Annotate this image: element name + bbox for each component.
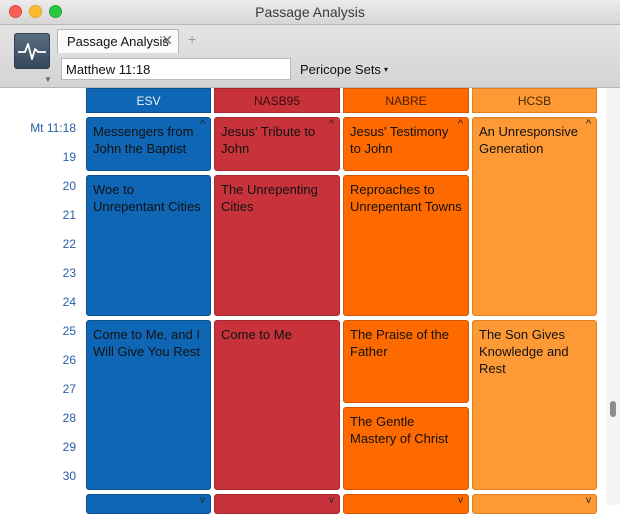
close-window-button[interactable] (9, 5, 22, 18)
pericope-title: Come to Me, and I Will Give You Rest (93, 327, 200, 359)
expand-up-icon[interactable]: ^ (328, 118, 334, 130)
zoom-window-button[interactable] (49, 5, 62, 18)
expand-down-icon[interactable]: v (458, 495, 463, 506)
reference-input[interactable] (61, 58, 291, 80)
pericope-block[interactable]: v (86, 494, 211, 514)
expand-up-icon[interactable]: ^ (199, 118, 205, 130)
passage-analysis-icon[interactable] (14, 33, 50, 69)
expand-down-icon[interactable]: v (586, 495, 591, 506)
pericope-title: Come to Me (221, 327, 292, 342)
pericope-title: An Unresponsive Generation (479, 124, 578, 156)
pericope-title: Messengers from John the Baptist (93, 124, 194, 156)
pericope-title: The Unrepenting Cities (221, 182, 318, 214)
pericope-block[interactable]: An Unresponsive Generation ^ (472, 117, 597, 316)
verse-label[interactable]: 30 (62, 469, 76, 483)
pericope-title: Jesus' Testimony to John (350, 124, 449, 156)
pericope-block[interactable]: Come to Me, and I Will Give You Rest (86, 320, 211, 490)
pericope-title: Woe to Unrepentant Cities (93, 182, 201, 214)
pericope-title: The Praise of the Father (350, 327, 449, 359)
pericope-block[interactable]: Jesus' Testimony to John ^ (343, 117, 469, 171)
verse-label[interactable]: 27 (62, 382, 76, 396)
passage-grid: ESV NASB95 NABRE HCSB Mt 11:18 19 20 21 … (0, 88, 620, 514)
verse-label[interactable]: Mt 11:18 (30, 121, 76, 135)
minimize-window-button[interactable] (29, 5, 42, 18)
pericope-block[interactable]: The Unrepenting Cities (214, 175, 340, 316)
pericope-block[interactable]: v (472, 494, 597, 514)
tab-close-icon[interactable]: ✕ (161, 32, 173, 48)
pericope-title: The Gentle Mastery of Christ (350, 414, 449, 446)
pericope-block[interactable]: Come to Me (214, 320, 340, 490)
column-header-hcsb[interactable]: HCSB (472, 88, 597, 113)
tab-passage-analysis[interactable]: Passage Analysis ✕ (57, 29, 179, 53)
expand-up-icon[interactable]: ^ (585, 118, 591, 130)
verse-label[interactable]: 25 (62, 324, 76, 338)
pericope-sets-label: Pericope Sets (300, 62, 381, 77)
verse-label[interactable]: 24 (62, 295, 76, 309)
title-bar: Passage Analysis (0, 0, 620, 25)
pericope-title: The Son Gives Knowledge and Rest (479, 327, 569, 376)
verse-label[interactable]: 23 (62, 266, 76, 280)
tab-label: Passage Analysis (67, 34, 169, 49)
expand-down-icon[interactable]: v (200, 495, 205, 506)
pulse-icon (18, 43, 46, 60)
pericope-block[interactable]: Jesus' Tribute to John ^ (214, 117, 340, 171)
toolbar: ▼ Passage Analysis ✕ + Pericope Sets▾ (0, 25, 620, 88)
verse-label[interactable]: 28 (62, 411, 76, 425)
pericope-title: Reproaches to Unrepentant Towns (350, 182, 462, 214)
pericope-block[interactable]: The Praise of the Father (343, 320, 469, 403)
vertical-scrollbar[interactable] (606, 88, 620, 505)
pericope-block[interactable]: The Son Gives Knowledge and Rest (472, 320, 597, 490)
window-title: Passage Analysis (255, 4, 365, 20)
add-tab-button[interactable]: + (188, 31, 197, 47)
pericope-block[interactable]: Reproaches to Unrepentant Towns (343, 175, 469, 316)
panel-menu-arrow-icon[interactable]: ▼ (44, 75, 52, 84)
pericope-block[interactable]: v (214, 494, 340, 514)
verse-label[interactable]: 21 (62, 208, 76, 222)
verse-label[interactable]: 22 (62, 237, 76, 251)
verse-label[interactable]: 20 (62, 179, 76, 193)
column-header-esv[interactable]: ESV (86, 88, 211, 113)
pericope-sets-dropdown[interactable]: Pericope Sets ▾ (300, 62, 388, 77)
scrollbar-thumb[interactable] (610, 401, 616, 417)
pericope-block[interactable]: Messengers from John the Baptist ^ (86, 117, 211, 171)
pericope-block[interactable]: v (343, 494, 469, 514)
verse-label[interactable]: 19 (62, 150, 76, 164)
verse-label[interactable]: 26 (62, 353, 76, 367)
expand-up-icon[interactable]: ^ (457, 118, 463, 130)
column-header-nasb95[interactable]: NASB95 (214, 88, 340, 113)
column-header-nabre[interactable]: NABRE (343, 88, 469, 113)
pericope-title: Jesus' Tribute to John (221, 124, 316, 156)
verse-label[interactable]: 29 (62, 440, 76, 454)
pericope-block[interactable]: The Gentle Mastery of Christ (343, 407, 469, 490)
caret-down-icon: ▾ (383, 65, 388, 74)
expand-down-icon[interactable]: v (329, 495, 334, 506)
pericope-block[interactable]: Woe to Unrepentant Cities (86, 175, 211, 316)
